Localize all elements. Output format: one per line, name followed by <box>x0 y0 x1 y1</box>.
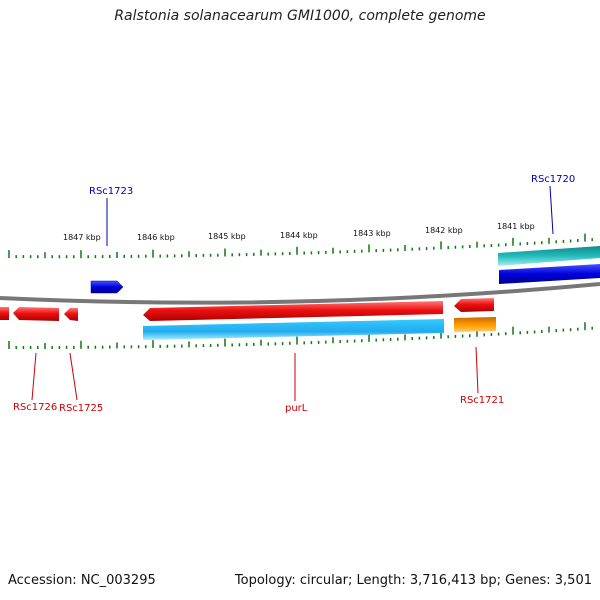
scale-label: 1844 kbp <box>280 231 318 240</box>
gene-rsc1726[interactable] <box>13 307 59 321</box>
leader-rsc1721 <box>475 346 479 394</box>
leader-rsc1726 <box>31 352 37 401</box>
gene-rsc1721-orange[interactable] <box>454 317 496 332</box>
genome-backbone <box>0 282 600 305</box>
gene-rsc1720-teal[interactable] <box>498 246 600 266</box>
tick-row-inner <box>8 322 593 349</box>
gene-label-rsc1725[interactable]: RSc1725 <box>59 403 103 414</box>
leader-rsc1725 <box>69 352 78 401</box>
gene-rsc1720-blue[interactable] <box>499 264 600 284</box>
accession-text: Accession: NC_003295 <box>8 573 156 588</box>
gene-label-rsc1723[interactable]: RSc1723 <box>89 186 133 197</box>
gene-label-rsc1720[interactable]: RSc1720 <box>531 174 575 185</box>
gene-purl-cyan[interactable] <box>143 319 444 340</box>
genome-title: Ralstonia solanacearum GMI1000, complete… <box>114 8 486 24</box>
genome-summary-text: Topology: circular; Length: 3,716,413 bp… <box>234 573 592 588</box>
gene-rsc1721[interactable] <box>454 298 494 312</box>
scale-label: 1846 kbp <box>137 233 175 242</box>
scale-label: 1847 kbp <box>63 233 101 242</box>
gene-label-purl[interactable]: purL <box>285 403 308 414</box>
gene-label-rsc1721[interactable]: RSc1721 <box>460 395 504 406</box>
scale-label: 1845 kbp <box>208 232 246 241</box>
gene-label-rsc1726[interactable]: RSc1726 <box>13 402 57 413</box>
scale-label: 1842 kbp <box>425 226 463 235</box>
scale-label: 1843 kbp <box>353 229 391 238</box>
gene-rsc1723[interactable] <box>90 280 124 294</box>
gene-purl[interactable] <box>143 301 443 321</box>
tick-row-outer <box>8 233 593 259</box>
gene-left-edge[interactable] <box>0 307 9 320</box>
scale-label: 1841 kbp <box>497 222 535 231</box>
gene-rsc1725[interactable] <box>64 308 78 321</box>
leader-rsc1720 <box>549 185 554 235</box>
scale-labels: 1847 kbp 1846 kbp 1845 kbp 1844 kbp 1843… <box>63 222 535 242</box>
